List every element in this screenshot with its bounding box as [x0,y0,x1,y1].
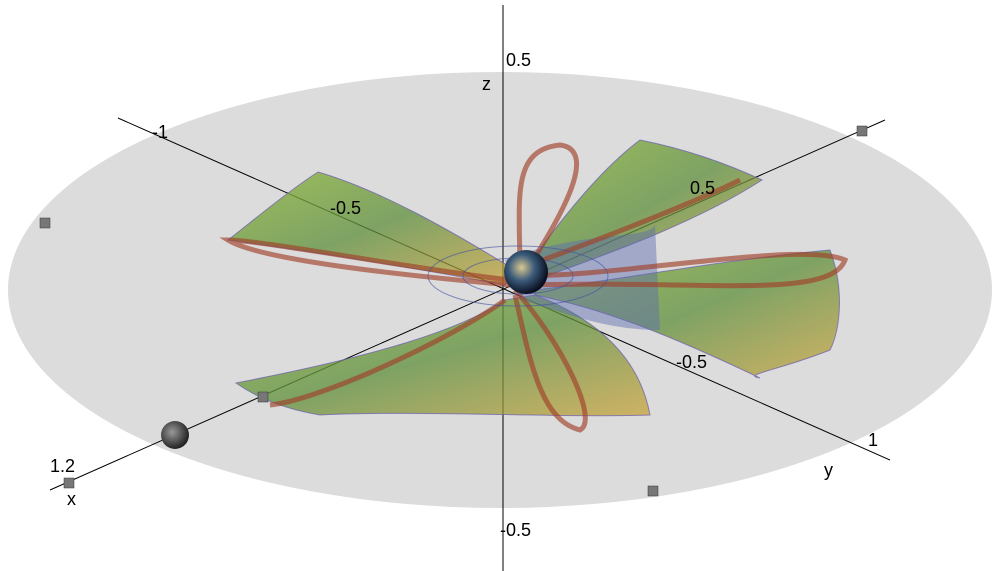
axis-label: x [67,489,76,509]
tick-label: -1 [152,122,168,142]
marker [63,477,75,489]
tick-label: 0.5 [506,50,531,70]
tick-label: -0.5 [500,520,531,540]
tick-label: -0.5 [676,352,707,372]
marker [39,217,51,229]
petal-inner [505,225,660,330]
surface [219,139,849,433]
earth [504,250,548,294]
marker [647,485,659,497]
tick-label: 1 [868,430,878,450]
axis-label: z [482,74,491,94]
tick-label: 1.2 [50,456,75,476]
tick-label: 0.5 [690,178,715,198]
ribbons [219,142,849,433]
marker [856,125,868,137]
orbit [427,245,609,307]
tick-label: -0.5 [330,198,361,218]
moon [161,421,189,449]
marker [257,391,269,403]
markers [39,125,868,497]
axis-label: y [824,460,833,480]
